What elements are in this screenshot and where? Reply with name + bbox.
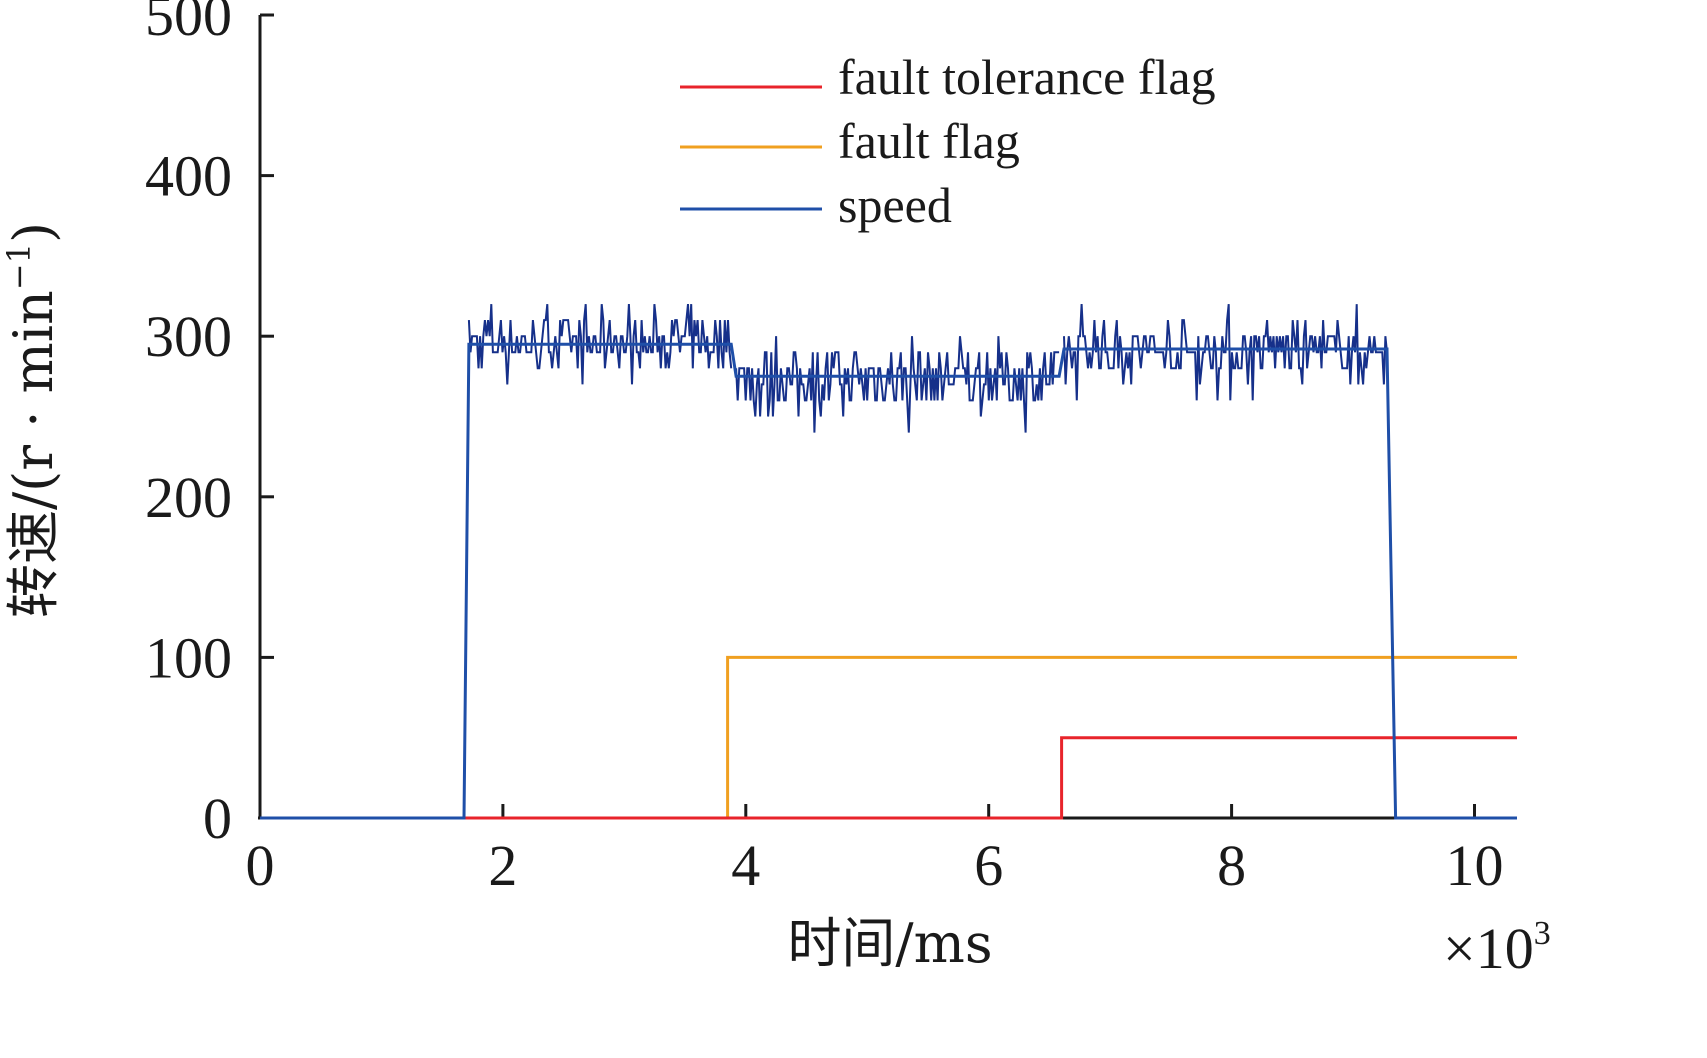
legend-label-speed: speed bbox=[838, 177, 952, 233]
legend-label-fault-flag: fault flag bbox=[838, 113, 1020, 169]
x-tick-label: 0 bbox=[246, 833, 275, 898]
x-axis-label: 时间/ms bbox=[787, 912, 992, 975]
y-tick-label: 200 bbox=[145, 465, 232, 530]
x-multiplier: ×103 bbox=[1443, 915, 1551, 981]
y-tick-label: 100 bbox=[145, 625, 232, 690]
y-tick-label: 0 bbox=[203, 786, 232, 851]
x-tick-label: 10 bbox=[1445, 833, 1503, 898]
y-axis-label-exponent: −1 bbox=[0, 243, 38, 290]
x-tick-label: 4 bbox=[731, 833, 760, 898]
x-tick-label: 6 bbox=[974, 833, 1003, 898]
y-axis-label-main: 转速/(r · min bbox=[2, 290, 65, 618]
y-axis-label-end: ) bbox=[2, 222, 65, 243]
legend-label-fault-tolerance-flag: fault tolerance flag bbox=[838, 49, 1216, 105]
series-layer bbox=[260, 304, 1517, 820]
series-speed-noise-band-1 bbox=[735, 336, 1060, 433]
series-speed-noise-band-0 bbox=[467, 304, 733, 385]
y-axis-label: 转速/(r · min−1) bbox=[0, 222, 65, 618]
x-tick-label: 8 bbox=[1217, 833, 1246, 898]
series-speed-line bbox=[260, 342, 1517, 820]
x-multiplier-exponent: 3 bbox=[1534, 915, 1551, 952]
y-tick-label: 300 bbox=[145, 304, 232, 369]
x-multiplier-base: ×10 bbox=[1443, 916, 1534, 981]
y-tick-label: 500 bbox=[145, 0, 232, 48]
y-tick-label: 400 bbox=[145, 144, 232, 209]
x-ticks: 0 2 4 6 8 10 bbox=[246, 804, 1503, 898]
legend: fault tolerance flag fault flag speed bbox=[680, 49, 1216, 233]
x-tick-label: 2 bbox=[488, 833, 517, 898]
y-ticks: 0 100 200 300 400 500 bbox=[145, 0, 274, 851]
series-speed-noise-band-2 bbox=[1063, 304, 1388, 401]
series-fault-tolerance-flag-line bbox=[260, 736, 1517, 820]
